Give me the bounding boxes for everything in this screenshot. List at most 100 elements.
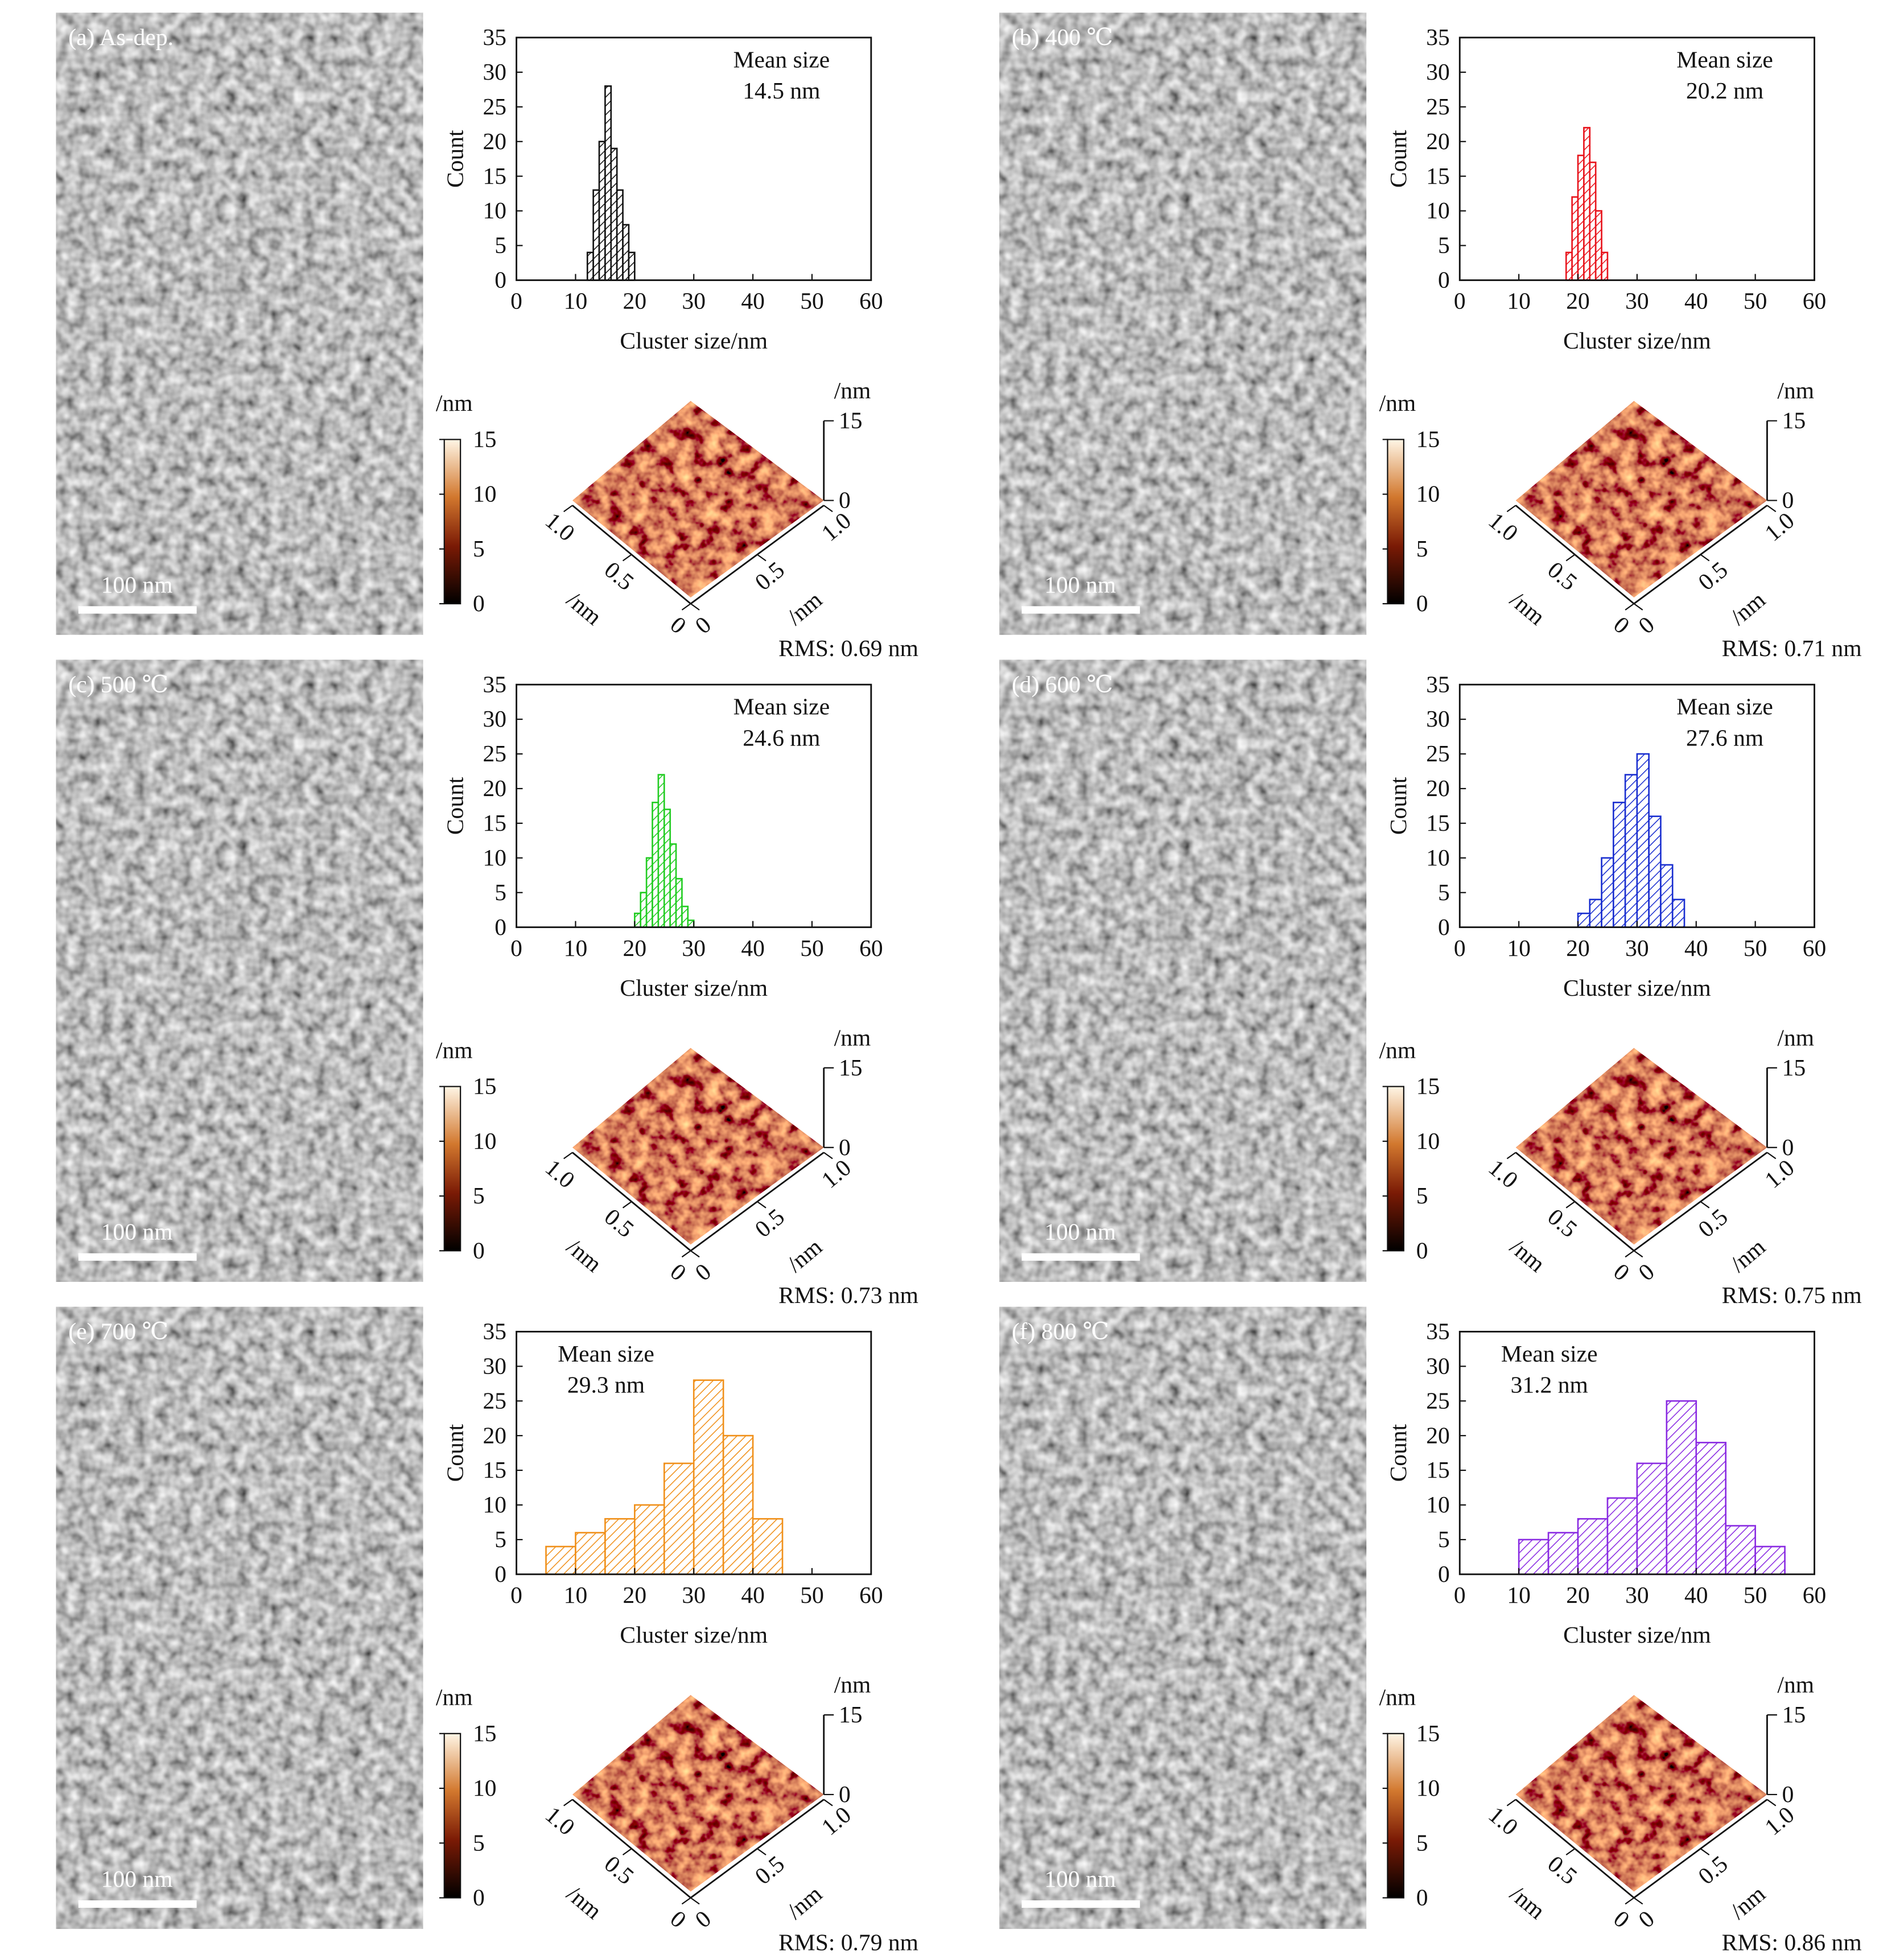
- y-tick-label: 0: [1633, 611, 1659, 639]
- colorbar: [443, 1086, 461, 1252]
- colorbar-tick-label: 10: [1416, 1128, 1440, 1154]
- histogram-bar: [1636, 753, 1650, 928]
- colorbar-tick-label: 0: [473, 1237, 485, 1263]
- annotation: Mean size: [733, 46, 830, 72]
- x-tick: [1625, 603, 1635, 611]
- y-tick-label: 15: [1426, 163, 1450, 189]
- x-tick-label: 20: [623, 1582, 647, 1608]
- y-tick: [690, 1897, 700, 1905]
- x-tick-label: 0: [1609, 1258, 1634, 1286]
- x-tick-label: 0: [1609, 611, 1634, 639]
- colorbar-label: /nm: [436, 1684, 473, 1710]
- y-tick-label: 15: [1426, 1457, 1450, 1483]
- y-tick-label: 0.5: [1693, 1850, 1732, 1890]
- sem-image: [56, 659, 423, 1282]
- y-tick-label: 25: [483, 1387, 507, 1413]
- histogram-bar: [752, 1518, 784, 1576]
- sem-image: [56, 13, 423, 635]
- x-tick-label: 30: [682, 288, 706, 314]
- y-axis-label: /nm: [1725, 587, 1770, 630]
- y-tick: [1766, 1799, 1777, 1807]
- x-tick-label: 60: [859, 1582, 883, 1608]
- y-tick-label: 0: [1438, 914, 1450, 940]
- colorbar-tick-label: 15: [473, 1720, 497, 1746]
- colorbar-tick-label: 0: [1416, 1884, 1428, 1911]
- y-axis-label: /nm: [782, 587, 827, 630]
- y-tick-label: 20: [1426, 775, 1450, 801]
- scale-bar-label: 100 nm: [1044, 1866, 1116, 1892]
- x-tick-label: 40: [1684, 935, 1708, 961]
- rms-label: RMS: 0.86 nm: [1722, 1929, 1862, 1955]
- histogram-bar: [1636, 1462, 1668, 1576]
- annotation: Mean size: [1676, 46, 1773, 72]
- z-tick-label: 15: [839, 407, 863, 434]
- histogram-bar: [675, 878, 683, 928]
- histogram-bar: [640, 892, 648, 928]
- y-tick-label: 0.5: [750, 1850, 789, 1890]
- y-tick-label: 0: [1438, 1561, 1450, 1587]
- y-tick-label: 25: [1426, 1387, 1450, 1413]
- y-tick-label: 20: [1426, 128, 1450, 154]
- histogram-bar: [634, 1504, 665, 1576]
- x-tick: [1625, 1250, 1635, 1258]
- y-axis-label: /nm: [1725, 1234, 1770, 1277]
- colorbar-tick-label: 10: [473, 481, 497, 507]
- afm-surface: [1515, 1694, 1767, 1892]
- z-tick-label: 0: [839, 1781, 851, 1807]
- x-tick-label: 20: [1566, 288, 1590, 314]
- plot-frame: [516, 36, 872, 281]
- sem-image: [56, 1306, 423, 1929]
- y-tick-label: 0: [690, 1906, 716, 1933]
- y-tick: [757, 554, 766, 562]
- histogram-bar: [1613, 802, 1626, 928]
- histogram-bar: [1601, 857, 1614, 928]
- panel-label: (a) As-dep.: [68, 24, 174, 51]
- y-tick-label: 35: [483, 24, 507, 50]
- x-tick-label: 0: [665, 1258, 691, 1286]
- colorbar-tick-label: 10: [473, 1128, 497, 1154]
- histogram-bar: [722, 1434, 754, 1576]
- x-axis-label: Cluster size/nm: [620, 1622, 768, 1648]
- annotation: 29.3 nm: [567, 1372, 645, 1398]
- histogram-bar: [1754, 1545, 1786, 1576]
- y-axis-label: Count: [1385, 1424, 1411, 1482]
- scale-bar-label: 100 nm: [1044, 1219, 1116, 1245]
- y-axis-label: Count: [442, 777, 468, 835]
- y-tick-label: 20: [483, 775, 507, 801]
- histogram-bar: [545, 1545, 576, 1576]
- histogram-bar: [634, 912, 642, 928]
- histogram-bar: [586, 251, 594, 281]
- y-tick-label: 10: [483, 844, 507, 871]
- x-axis-label: Cluster size/nm: [620, 328, 768, 354]
- x-tick-label: 10: [564, 288, 588, 314]
- x-tick-label: 0: [510, 1582, 522, 1608]
- x-axis-label: /nm: [562, 587, 607, 630]
- x-tick-label: 0: [510, 288, 522, 314]
- panel-label: (e) 700 ℃: [68, 1318, 168, 1345]
- histogram-bar: [1660, 864, 1674, 928]
- scale-bar-label: 100 nm: [101, 1866, 173, 1892]
- colorbar-tick-label: 10: [1416, 481, 1440, 507]
- y-tick: [1766, 505, 1777, 513]
- y-tick-label: 15: [483, 1457, 507, 1483]
- x-tick-label: 30: [1625, 1582, 1649, 1608]
- colorbar-tick-label: 0: [473, 1884, 485, 1911]
- histogram-bar: [592, 189, 600, 281]
- y-tick-label: 20: [1426, 1422, 1450, 1448]
- y-tick-label: 5: [1438, 232, 1450, 258]
- histogram-bar: [1577, 912, 1591, 928]
- y-tick-label: 5: [494, 232, 506, 258]
- scale-bar-label: 100 nm: [101, 1219, 173, 1245]
- plot-frame: [1458, 36, 1815, 281]
- x-tick-label: 1.0: [541, 1154, 580, 1194]
- annotation: Mean size: [1501, 1341, 1598, 1367]
- x-axis-label: Cluster size/nm: [620, 975, 768, 1001]
- y-axis-label: Count: [442, 130, 468, 188]
- x-tick: [622, 1201, 632, 1209]
- panel-label: (f) 800 ℃: [1012, 1318, 1109, 1345]
- y-tick-label: 25: [1426, 93, 1450, 119]
- histogram-bar: [669, 843, 677, 928]
